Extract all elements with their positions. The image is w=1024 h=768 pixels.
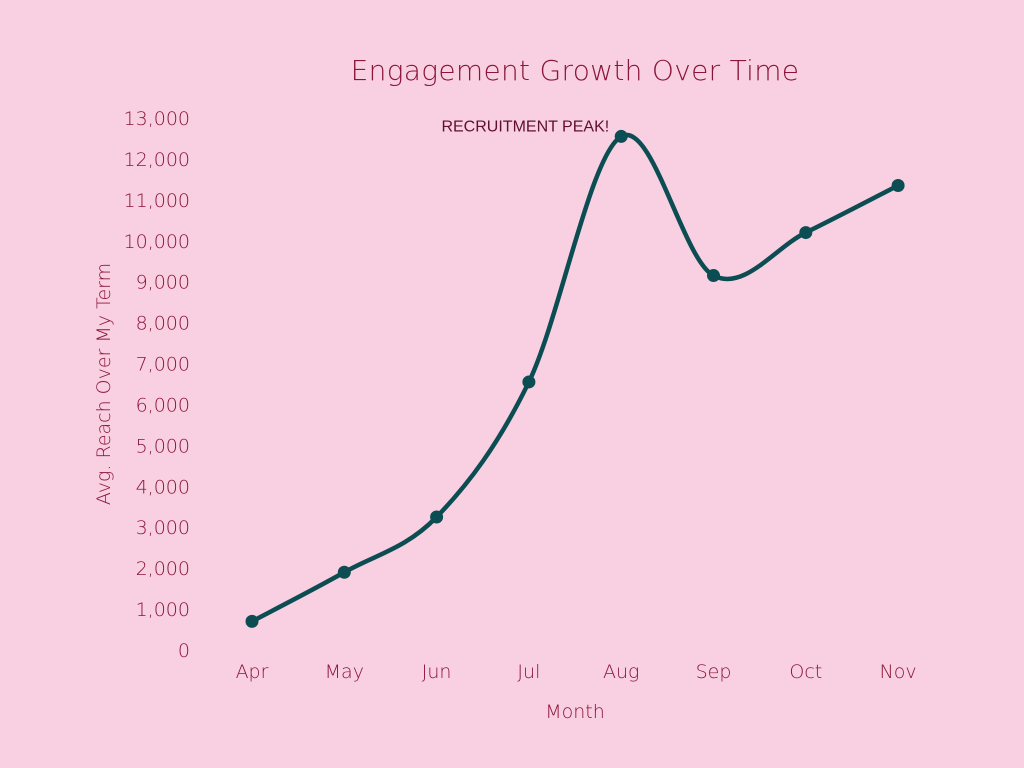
y-tick-label: 13,000 <box>124 108 190 130</box>
x-tick-label: Aug <box>603 661 639 683</box>
annotation-layer: RECRUITMENT PEAK! <box>441 118 609 135</box>
x-axis-label: Month <box>545 701 605 723</box>
x-axis-ticks: Apr May Jun Jul Aug Sep Oct Nov <box>236 661 917 683</box>
x-tick-label: Jul <box>517 661 540 683</box>
data-point-may[interactable] <box>337 565 351 579</box>
data-point-nov[interactable] <box>891 179 905 193</box>
data-point-jul[interactable] <box>522 375 536 389</box>
data-point-oct[interactable] <box>799 226 813 240</box>
y-tick-label: 7,000 <box>136 354 190 376</box>
y-tick-label: 1,000 <box>136 599 190 621</box>
data-point-sep[interactable] <box>707 269 720 283</box>
chart-title: Engagement Growth Over Time <box>351 54 800 87</box>
y-tick-label: 3,000 <box>136 517 190 539</box>
x-tick-label: Jun <box>422 661 452 683</box>
x-tick-label: Sep <box>696 661 732 683</box>
series-layer <box>245 129 905 628</box>
y-tick-label: 9,000 <box>136 272 190 294</box>
x-tick-label: Nov <box>880 661 917 683</box>
x-tick-label: Apr <box>236 661 269 683</box>
series-line <box>249 132 901 624</box>
y-tick-label: 12,000 <box>124 149 190 171</box>
y-tick-label: 5,000 <box>136 435 190 457</box>
y-tick-label: 0 <box>178 640 190 662</box>
y-tick-label: 6,000 <box>136 394 190 416</box>
y-tick-label: 11,000 <box>124 190 190 212</box>
y-tick-label: 8,000 <box>136 313 190 335</box>
data-point-apr[interactable] <box>245 614 259 628</box>
y-axis-label: Avg. Reach Over My Term <box>93 263 115 505</box>
y-axis-ticks: 0 1,000 2,000 3,000 4,000 5,000 6,000 7,000 8,00… <box>124 108 190 662</box>
data-point-aug[interactable] <box>614 129 628 143</box>
y-tick-label: 4,000 <box>136 476 190 498</box>
y-tick-label: 10,000 <box>124 231 190 253</box>
x-tick-label: May <box>325 661 364 683</box>
annotation-recruitment-peak: RECRUITMENT PEAK! <box>441 118 609 135</box>
x-tick-label: Oct <box>789 661 822 683</box>
y-tick-label: 2,000 <box>136 558 190 580</box>
data-point-jun[interactable] <box>430 510 444 524</box>
